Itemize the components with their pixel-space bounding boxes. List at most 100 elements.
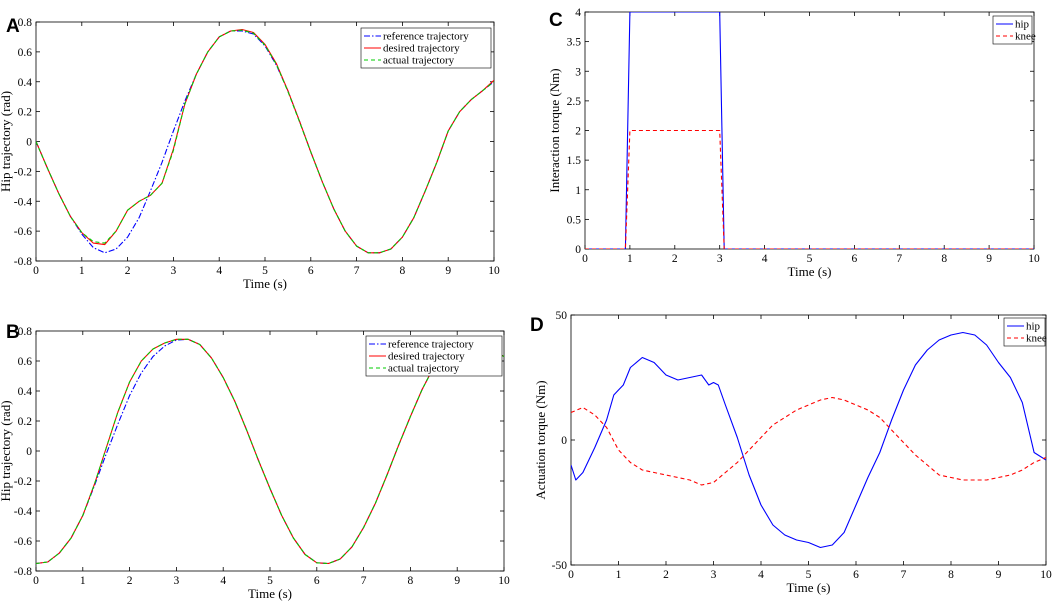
legend-entry: hip <box>1015 19 1030 31</box>
y-tick-label: 1 <box>575 185 581 197</box>
y-tick-label: -0.6 <box>14 226 32 238</box>
y-axis-label: Hip trajectory (rad) <box>0 91 13 192</box>
y-tick-label: 0 <box>561 435 567 447</box>
x-tick-label: 0 <box>582 253 588 265</box>
legend-entry: reference trajectory <box>388 339 474 351</box>
x-tick-label: 0 <box>33 575 39 587</box>
axes-box <box>584 11 1035 250</box>
x-tick-label: 1 <box>80 575 86 587</box>
x-tick-label: 5 <box>267 575 273 587</box>
panel-b: B 0 1 2 3 4 5 6 7 8 9 10 -0.8 -0.6 -0.4 -0.2 0 0.2 0.4 0.6 0… <box>0 322 510 601</box>
y-axis-label: Actuation torque (Nm) <box>533 380 548 499</box>
x-tick-label: 3 <box>174 575 180 587</box>
x-tick-label: 2 <box>125 265 131 277</box>
y-tick-label: 1.5 <box>567 155 582 167</box>
y-tick-label: -0.8 <box>14 566 32 578</box>
x-tick-label: 10 <box>488 265 500 277</box>
x-tick-label: 9 <box>996 569 1002 581</box>
legend-entry: hip <box>1026 321 1041 333</box>
y-tick-label: 0.4 <box>18 386 33 398</box>
x-tick-label: 2 <box>127 575 133 587</box>
panel-label: C <box>549 10 563 31</box>
legend-entry: desired trajectory <box>383 43 460 55</box>
y-tick-label: 0 <box>26 446 32 458</box>
x-tick-label: 2 <box>672 253 678 265</box>
x-tick-label: 7 <box>901 569 907 581</box>
x-tick-label: 8 <box>400 265 406 277</box>
x-tick-label: 8 <box>408 575 414 587</box>
x-tick-label: 1 <box>616 569 622 581</box>
x-tick-label: 3 <box>717 253 723 265</box>
y-tick-label: 0.2 <box>18 416 33 428</box>
series-line-hip <box>571 331 1046 549</box>
x-tick-label: 9 <box>454 575 460 587</box>
x-axis-label: Time (s) <box>788 264 832 279</box>
legend-box <box>365 335 503 377</box>
y-tick-label: 4 <box>575 7 581 19</box>
x-tick-label: 5 <box>807 253 813 265</box>
y-tick-label: 0.5 <box>567 214 582 226</box>
y-tick-label: -0.4 <box>14 196 32 208</box>
legend-box <box>992 15 1033 45</box>
panel-label: A <box>6 16 20 37</box>
x-tick-label: 7 <box>361 575 367 587</box>
x-tick-label: 6 <box>853 569 859 581</box>
series-group <box>36 28 494 254</box>
series-line-actual-trajectory <box>36 338 504 565</box>
y-tick-label: 2.5 <box>567 96 582 108</box>
legend-entry: reference trajectory <box>383 31 469 43</box>
y-tick-label: 0.8 <box>18 326 33 338</box>
series-line-knee <box>585 129 1034 249</box>
y-tick-label: 0.6 <box>18 356 33 368</box>
axes-box <box>570 314 1047 566</box>
y-tick-label: 0.8 <box>18 17 33 29</box>
x-tick-label: 7 <box>896 253 902 265</box>
panel-c: C 0 1 2 3 4 5 6 7 8 9 10 0 0.5 1 1.5 2 2.5 3 3.5 4 Time (s) In… <box>547 7 1040 279</box>
legend-entry: actual trajectory <box>383 55 455 67</box>
legend-entry: knee <box>1015 31 1036 43</box>
panel-label: B <box>6 322 20 343</box>
y-tick-label: 2 <box>575 126 581 138</box>
x-tick-label: 4 <box>220 575 226 587</box>
x-axis-label: Time (s) <box>248 586 292 601</box>
y-tick-label: -0.6 <box>14 536 32 548</box>
x-tick-label: 10 <box>498 575 510 587</box>
x-tick-label: 8 <box>948 569 954 581</box>
x-tick-label: 5 <box>262 265 268 277</box>
y-tick-label: 3.5 <box>567 37 582 49</box>
legend-entry: desired trajectory <box>388 351 465 363</box>
y-tick-label: -0.2 <box>14 166 32 178</box>
x-tick-label: 9 <box>986 253 992 265</box>
x-tick-label: 4 <box>758 569 764 581</box>
y-tick-label: 3 <box>575 66 581 78</box>
x-axis-label: Time (s) <box>243 276 287 291</box>
series-line-hip <box>585 12 1034 249</box>
y-tick-label: 0 <box>575 244 581 256</box>
series-line-reference-trajectory <box>36 30 494 254</box>
legend-box <box>1003 317 1046 347</box>
y-tick-label: 0.2 <box>18 107 33 119</box>
y-axis-label: Interaction torque (Nm) <box>547 68 562 192</box>
x-tick-label: 6 <box>314 575 320 587</box>
x-tick-label: 9 <box>445 265 451 277</box>
x-tick-label: 0 <box>568 569 574 581</box>
series-group <box>585 12 1034 249</box>
y-tick-label: 50 <box>556 310 568 322</box>
legend-box <box>360 27 492 69</box>
y-tick-label: -0.2 <box>14 476 32 488</box>
x-tick-label: 7 <box>354 265 360 277</box>
y-tick-label: -0.8 <box>14 256 32 268</box>
x-tick-label: 6 <box>852 253 858 265</box>
series-line-actual-trajectory <box>36 29 494 254</box>
x-tick-label: 6 <box>308 265 314 277</box>
x-tick-label: 10 <box>1028 253 1040 265</box>
series-group <box>571 331 1046 549</box>
legend-entry: actual trajectory <box>388 363 460 375</box>
y-tick-label: -0.4 <box>14 506 32 518</box>
x-tick-label: 8 <box>941 253 947 265</box>
x-tick-label: 0 <box>33 265 39 277</box>
x-tick-label: 4 <box>762 253 768 265</box>
x-tick-label: 10 <box>1040 569 1052 581</box>
